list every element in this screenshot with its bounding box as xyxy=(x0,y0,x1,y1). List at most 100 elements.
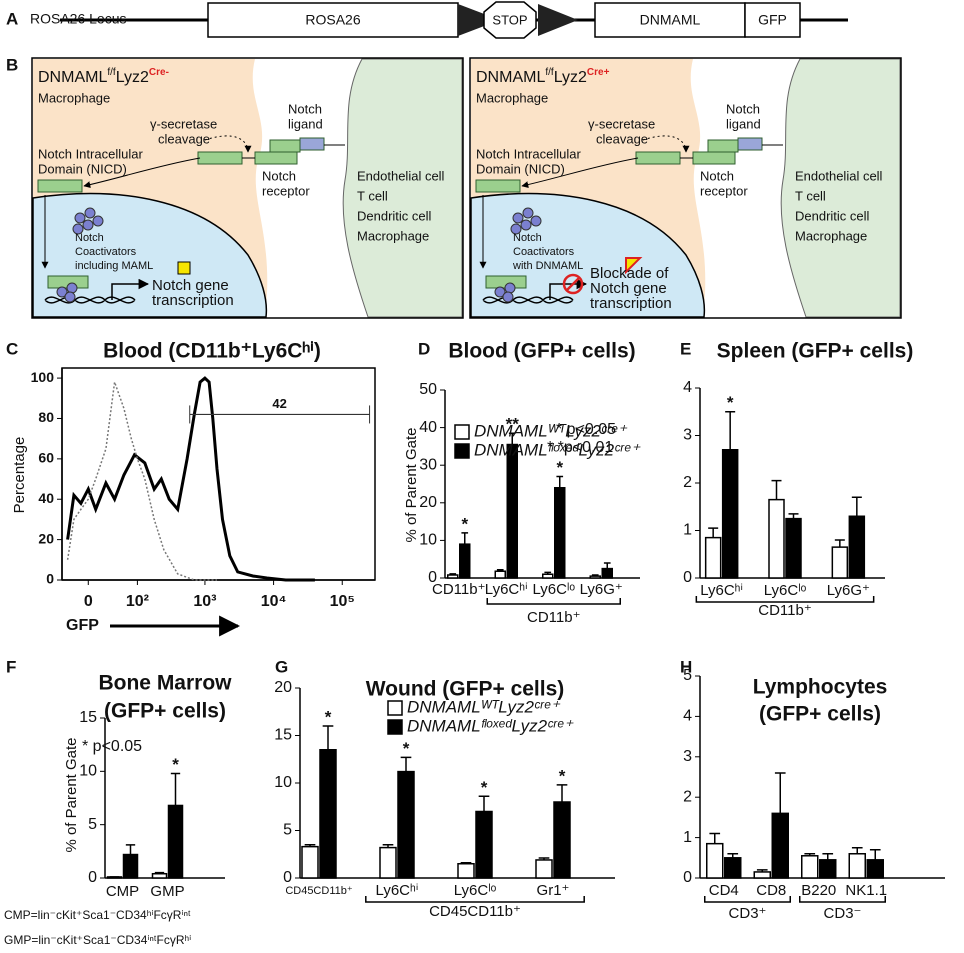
diagram-label: Notch Intracellular xyxy=(38,146,143,161)
y-tick-label: 5 xyxy=(88,816,97,833)
bar xyxy=(475,810,493,879)
bar xyxy=(459,543,471,579)
significance: * xyxy=(461,514,468,533)
diagram-label: Dendritic cell xyxy=(357,208,432,223)
diagram-label: ligand xyxy=(288,116,323,131)
error-bar xyxy=(538,857,550,860)
error-bar xyxy=(591,574,599,577)
error-bar xyxy=(834,539,845,548)
gate-label: 42 xyxy=(272,396,286,411)
y-tick-label: 10 xyxy=(79,763,97,780)
receptor-segment xyxy=(254,151,298,165)
genotype-part: Lyz2 xyxy=(116,69,149,86)
y-tick-label: 40 xyxy=(38,490,54,506)
bar xyxy=(167,804,184,879)
block xyxy=(562,273,584,295)
coactivator xyxy=(56,286,68,298)
bar xyxy=(831,546,849,579)
y-tick-label: 40 xyxy=(419,419,437,436)
receptor-segment xyxy=(37,179,83,193)
receptor-segment xyxy=(737,137,763,151)
diagram-label: Notch Intracellular xyxy=(476,146,581,161)
diagram-label: Notch gene xyxy=(590,280,667,297)
x-tick-label: 10³ xyxy=(193,593,216,610)
y-tick-label: 50 xyxy=(419,381,437,398)
bar xyxy=(589,575,601,579)
x-tick-label: GMP xyxy=(150,883,184,900)
panel-label: B xyxy=(6,55,18,74)
y-axis-label: % of Parent Gate xyxy=(403,427,420,542)
chart-title: Lymphocytes xyxy=(753,676,888,699)
bar xyxy=(457,863,475,879)
significance: * xyxy=(481,778,488,797)
cleavage-arrow xyxy=(83,157,201,189)
y-tick-label: 0 xyxy=(283,869,292,886)
receptor-segment xyxy=(635,151,681,165)
y-tick-label: 0 xyxy=(428,569,437,586)
legend-label: DNMAMLᶠˡᵒˣᵉᵈLyz2ᶜʳᵉ⁺ xyxy=(474,440,641,459)
genotype-part: f/f xyxy=(545,67,554,78)
error-bar xyxy=(869,848,881,860)
error-bar xyxy=(851,496,862,517)
x-tick-label: Gr1⁺ xyxy=(537,882,570,899)
error-bar xyxy=(804,853,816,856)
coactivator xyxy=(494,286,506,298)
bar xyxy=(447,574,459,579)
error-bar xyxy=(460,862,472,864)
legend-label: DNMAMLᵂᵀLyz2ᶜʳᵉ⁺ xyxy=(474,421,628,440)
frame xyxy=(469,57,902,319)
locus-label: ROSA26 Locus xyxy=(30,11,127,27)
chart-title: Blood (GFP+ cells) xyxy=(448,340,635,363)
note: * p<0.05 xyxy=(82,738,142,755)
group-bracket xyxy=(799,896,886,903)
legend-swatch xyxy=(454,443,470,459)
note: * *p<0.01 xyxy=(547,439,613,456)
y-tick-label: 0 xyxy=(683,569,692,586)
partner-cell xyxy=(780,58,901,318)
y-tick-label: 0 xyxy=(46,571,54,587)
chart-title: Spleen (GFP+ cells) xyxy=(717,340,914,363)
chart-title: (GFP+ cells) xyxy=(104,700,226,723)
diagram: DNMAMLf/fLyz2Cre+ Macrophage γ-secretasecl… xyxy=(469,57,902,319)
y-tick-label: 15 xyxy=(274,727,292,744)
diagram-label: Macrophage xyxy=(357,228,429,243)
partner-cell xyxy=(342,58,463,318)
group-bracket xyxy=(704,896,791,903)
coactivator xyxy=(92,215,104,227)
error-bar xyxy=(708,527,719,538)
error-bar xyxy=(322,725,334,750)
x-tick-label: CMP xyxy=(106,883,139,900)
y-tick-label: 10 xyxy=(274,774,292,791)
legend-swatch xyxy=(387,700,403,716)
group-label: CD3⁻ xyxy=(824,905,862,922)
x-tick-label: 10² xyxy=(126,593,149,610)
diagram-label: γ-secretase xyxy=(150,116,217,131)
diagram-label: receptor xyxy=(262,183,310,198)
x-tick-label: CD45CD11b⁺ xyxy=(285,885,353,897)
x-tick-label: 0 xyxy=(84,593,93,610)
diagram-label: Notch xyxy=(75,232,104,244)
coactivator xyxy=(72,223,84,235)
significance: * xyxy=(172,755,179,774)
footnote: GMP=lin⁻cKit⁺Sca1⁻CD34ⁱⁿᵗFcγRʰⁱ xyxy=(4,933,191,947)
error-bar xyxy=(382,844,394,848)
legend-label: DNMAMLᶠˡᵒˣᵉᵈLyz2ᶜʳᵉ⁺ xyxy=(407,716,574,735)
error-bar xyxy=(544,571,552,575)
bar xyxy=(535,859,553,879)
bar xyxy=(785,517,802,579)
receptor-segment xyxy=(475,179,521,193)
error-bar xyxy=(603,562,611,569)
coactivator xyxy=(84,207,96,219)
stop-sign xyxy=(483,1,537,39)
y-tick-label: 20 xyxy=(38,530,54,546)
panel-label: G xyxy=(275,657,288,676)
diagram-label: Notch xyxy=(513,232,542,244)
plot-frame xyxy=(61,367,376,581)
panel-label: D xyxy=(418,339,430,358)
coactivator xyxy=(512,212,524,224)
diagram-label: Notch gene xyxy=(152,277,229,294)
error-bar xyxy=(727,853,739,858)
coactivator xyxy=(520,219,532,231)
x-tick-label: 10⁵ xyxy=(330,593,355,610)
dnmaml xyxy=(625,257,643,275)
